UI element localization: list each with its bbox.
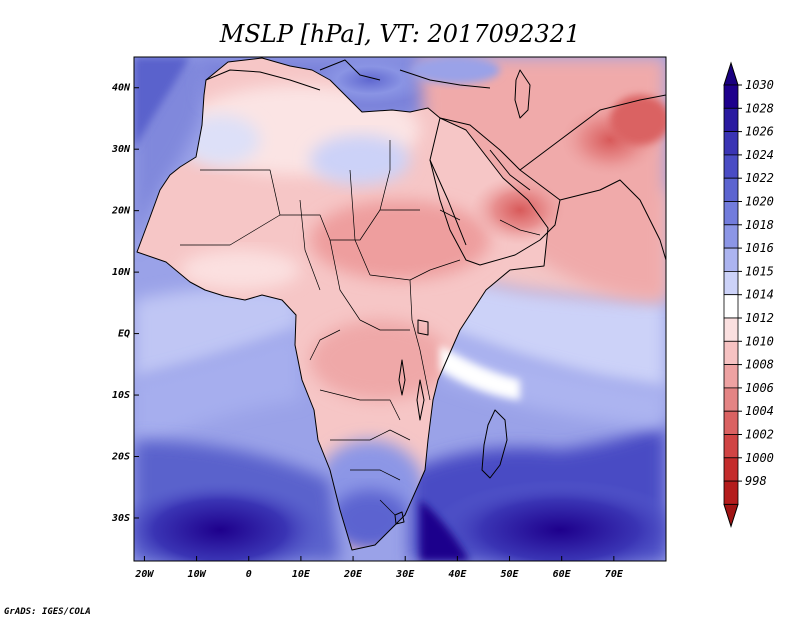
colorbar-bottom-arrow — [723, 503, 739, 529]
colorbar-swatch — [723, 201, 739, 226]
lon-tick-label: 40E — [448, 569, 467, 580]
colorbar-label: 1006 — [745, 381, 774, 395]
colorbar-swatch — [723, 480, 739, 505]
colorbar-swatch — [723, 340, 739, 365]
lat-tick-label: 10S — [112, 390, 130, 401]
colorbar-label: 1010 — [745, 334, 774, 348]
colorbar-swatch — [723, 224, 739, 249]
lat-tick-label: 20S — [111, 452, 130, 463]
colorbar-label: 1012 — [745, 311, 774, 325]
lat-tick-label: 10N — [112, 267, 131, 278]
colorbar-label: 1028 — [745, 101, 774, 115]
lon-tick-label: 70E — [605, 569, 624, 580]
colorbar-swatch — [723, 410, 739, 435]
colorbar-swatch — [723, 107, 739, 133]
colorbar-label: 1015 — [745, 264, 774, 278]
grads-credit: GrADS: IGES/COLA — [4, 607, 91, 617]
lon-tick-label: 50E — [500, 569, 519, 580]
colorbar-label: 998 — [745, 474, 767, 488]
colorbar-label: 1018 — [745, 218, 774, 232]
colorbar-swatch — [723, 387, 739, 412]
colorbar-swatch — [723, 317, 739, 342]
colorbar-label: 1004 — [745, 404, 774, 418]
colorbar-label: 1014 — [745, 288, 774, 302]
colorbar-swatch — [723, 294, 739, 319]
colorbar-label: 1030 — [745, 78, 774, 92]
colorbar: 1030 1028 1026 1024 1022 1020 1018 1016 1015 1014… — [723, 61, 774, 529]
colorbar-swatch — [723, 434, 739, 459]
lon-tick-label: 20W — [134, 569, 154, 580]
lon-tick-label: 60E — [553, 569, 572, 580]
colorbar-label: 1016 — [745, 241, 774, 255]
lat-tick-label: 40N — [112, 83, 131, 94]
colorbar-label: 1022 — [745, 171, 774, 185]
map-title: MSLP [hPa], VT: 2017092321 — [219, 20, 580, 48]
lon-tick-label: 20E — [343, 569, 363, 580]
pressure-field — [134, 57, 666, 561]
colorbar-swatch — [723, 177, 739, 202]
lon-tick-label: 30E — [395, 569, 415, 580]
colorbar-swatch — [723, 457, 739, 482]
colorbar-label: 1024 — [745, 148, 774, 162]
colorbar-swatch — [723, 84, 739, 109]
lat-tick-label: 30S — [111, 513, 130, 524]
latitude-axis: 40N 30N 20N 10N EQ 10S 20S 30S — [111, 83, 139, 524]
lat-tick-label: 30N — [111, 144, 131, 155]
lon-tick-label: 10E — [292, 569, 311, 580]
colorbar-swatch — [723, 154, 739, 179]
lat-tick-label: 20N — [111, 206, 131, 217]
colorbar-label: 1002 — [745, 428, 774, 442]
map-frame — [133, 56, 667, 562]
lat-tick-label: EQ — [118, 329, 130, 340]
colorbar-label: 1000 — [745, 451, 774, 465]
colorbar-label: 1026 — [745, 125, 774, 139]
lon-tick-label: 10W — [188, 569, 207, 580]
colorbar-swatch — [723, 364, 739, 389]
colorbar-top-arrow — [723, 61, 739, 86]
colorbar-label: 1008 — [745, 358, 774, 372]
colorbar-swatch — [723, 270, 739, 296]
colorbar-swatch — [723, 131, 739, 156]
lon-tick-label: 0 — [246, 569, 252, 580]
longitude-axis: 20W 10W 0 10E 20E 30E 40E 50E 60E 70E — [134, 556, 624, 580]
coastlines — [136, 57, 666, 551]
colorbar-label: 1020 — [745, 195, 774, 209]
colorbar-swatch — [723, 247, 739, 272]
